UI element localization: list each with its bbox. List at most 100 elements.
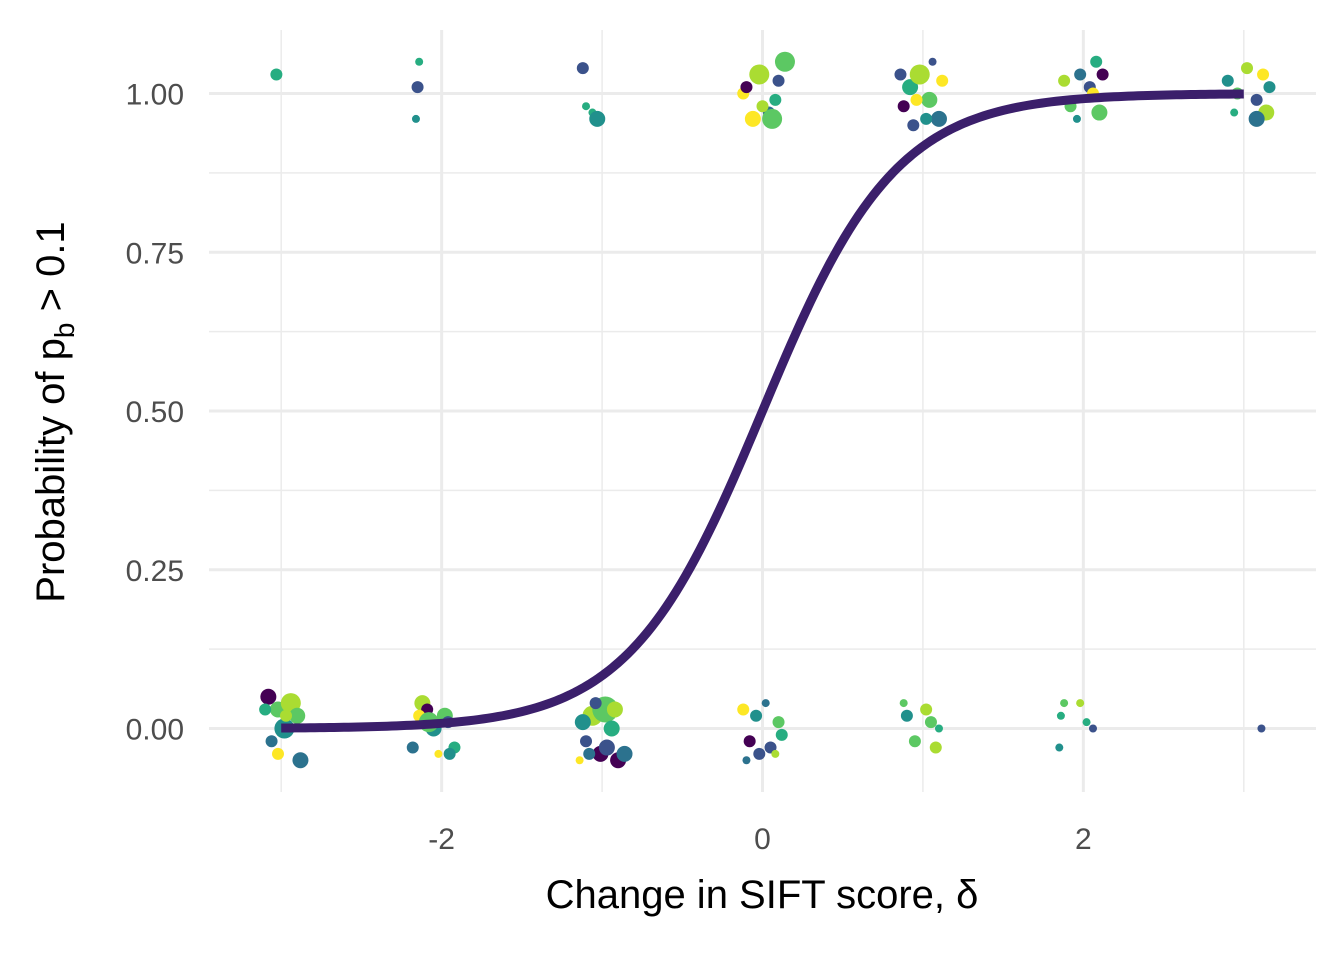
data-point bbox=[265, 735, 278, 748]
y-axis-title: Probability of pb > 0.1 bbox=[29, 221, 80, 602]
data-point bbox=[289, 707, 306, 724]
data-point bbox=[589, 110, 606, 127]
data-point bbox=[921, 91, 938, 108]
data-point bbox=[443, 747, 456, 760]
data-point bbox=[909, 64, 930, 85]
data-point bbox=[930, 110, 947, 127]
data-point bbox=[271, 747, 284, 760]
data-point bbox=[292, 752, 309, 769]
data-point bbox=[774, 51, 795, 72]
x-axis-tick-labels: -2 0 2 bbox=[428, 823, 1091, 856]
y-axis-title-subscript: b bbox=[49, 323, 80, 339]
data-point bbox=[771, 749, 780, 758]
x-axis-title: Change in SIFT score, δ bbox=[546, 873, 979, 917]
data-point bbox=[1082, 718, 1091, 727]
data-point bbox=[934, 724, 943, 733]
data-point bbox=[616, 745, 633, 762]
data-point bbox=[576, 62, 589, 75]
data-point bbox=[1060, 699, 1069, 708]
data-point bbox=[756, 100, 769, 113]
y-axis-title-prefix: Probability of p bbox=[29, 338, 73, 603]
y-axis-tick-labels: 0.00 0.25 0.50 0.75 1.00 bbox=[126, 79, 184, 747]
data-point bbox=[574, 714, 591, 731]
data-point bbox=[908, 735, 921, 748]
x-tick-label: -2 bbox=[428, 823, 455, 856]
data-point bbox=[753, 747, 766, 760]
x-tick-label: 0 bbox=[754, 823, 771, 856]
x-tick-label: 2 bbox=[1075, 823, 1092, 856]
data-point bbox=[920, 112, 933, 125]
data-point bbox=[894, 68, 907, 81]
data-point bbox=[899, 699, 908, 708]
y-tick-label: 0.75 bbox=[126, 237, 184, 270]
data-point bbox=[928, 57, 937, 66]
y-tick-label: 1.00 bbox=[126, 79, 184, 112]
data-point bbox=[924, 716, 937, 729]
data-point bbox=[260, 688, 277, 705]
data-point bbox=[411, 81, 424, 94]
data-point bbox=[762, 108, 783, 129]
data-point bbox=[772, 716, 785, 729]
data-point bbox=[900, 709, 913, 722]
data-point bbox=[259, 703, 272, 716]
data-point bbox=[280, 709, 293, 722]
data-point bbox=[737, 703, 750, 716]
data-point bbox=[575, 756, 584, 765]
data-point bbox=[406, 741, 419, 754]
data-point bbox=[740, 81, 753, 94]
data-point bbox=[1055, 743, 1064, 752]
data-point bbox=[1076, 699, 1085, 708]
data-point bbox=[1090, 55, 1103, 68]
data-point bbox=[1257, 68, 1270, 81]
data-point bbox=[1056, 711, 1065, 720]
data-point bbox=[415, 57, 424, 66]
data-point bbox=[744, 110, 761, 127]
data-point bbox=[743, 735, 756, 748]
data-point bbox=[1250, 93, 1263, 106]
data-point bbox=[1088, 724, 1097, 733]
data-point bbox=[1058, 74, 1071, 87]
data-point bbox=[598, 739, 615, 756]
data-point bbox=[1096, 68, 1109, 81]
data-point bbox=[910, 93, 923, 106]
data-point bbox=[936, 74, 949, 87]
data-point bbox=[775, 728, 788, 741]
data-point bbox=[1230, 108, 1239, 117]
data-point bbox=[897, 100, 910, 113]
data-point bbox=[742, 756, 751, 765]
data-point bbox=[1248, 110, 1265, 127]
data-point bbox=[411, 114, 420, 123]
data-point bbox=[603, 720, 620, 737]
data-point bbox=[772, 74, 785, 87]
y-tick-label: 0.50 bbox=[126, 396, 184, 429]
data-point bbox=[920, 703, 933, 716]
data-point bbox=[1241, 62, 1254, 75]
data-point bbox=[1257, 724, 1266, 733]
data-point bbox=[907, 119, 920, 132]
data-point bbox=[583, 747, 596, 760]
data-point bbox=[761, 699, 770, 708]
data-point bbox=[750, 709, 763, 722]
data-point bbox=[902, 79, 919, 96]
data-point bbox=[434, 749, 443, 758]
data-point bbox=[589, 697, 602, 710]
data-point bbox=[1074, 68, 1087, 81]
data-point bbox=[580, 735, 593, 748]
data-point bbox=[1221, 74, 1234, 87]
y-tick-label: 0.25 bbox=[126, 555, 184, 588]
data-point bbox=[929, 741, 942, 754]
data-point bbox=[769, 93, 782, 106]
data-point bbox=[606, 701, 623, 718]
data-point bbox=[1091, 104, 1108, 121]
logistic-fit-curve bbox=[281, 89, 1244, 733]
y-tick-label: 0.00 bbox=[126, 714, 184, 747]
y-axis-title-suffix: > 0.1 bbox=[29, 221, 73, 322]
data-point bbox=[1263, 81, 1276, 94]
data-point bbox=[749, 64, 770, 85]
data-point bbox=[270, 68, 283, 81]
data-point bbox=[1072, 114, 1081, 123]
data-point bbox=[582, 102, 591, 111]
